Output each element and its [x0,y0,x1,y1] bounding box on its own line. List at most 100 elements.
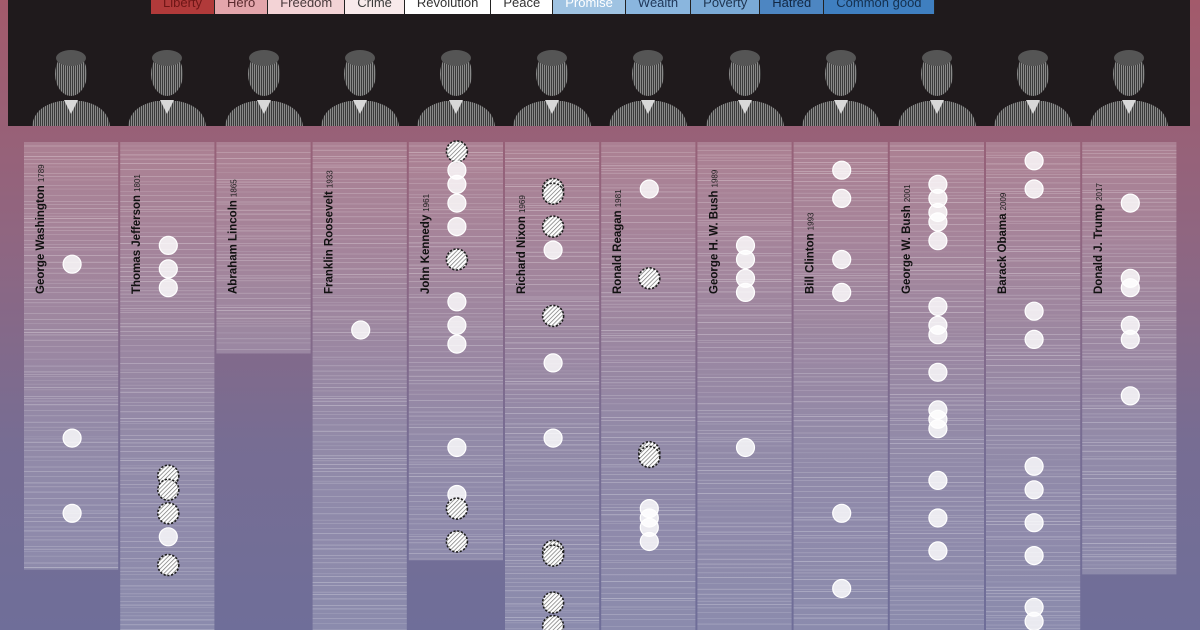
mention-dot [1024,546,1044,566]
mention-dot [157,478,180,502]
mention-dot [543,240,563,260]
mention-dot [832,578,852,599]
mention-dot [832,188,852,209]
column-background [697,142,792,630]
president-label: Richard Nixon 1969 [516,195,528,294]
president-label: Ronald Reagan 1981 [612,189,624,294]
president-name: Donald J. Trump [1093,204,1105,294]
legend-item-common-good: Common good [824,0,935,14]
mention-dot [1024,151,1044,171]
portrait-george-w-bush [896,44,978,126]
president-year: 1961 [422,193,431,211]
portrait-bill-clinton [800,44,882,126]
mention-dot [445,497,469,520]
mention-dot [1120,193,1140,213]
mention-dot [928,296,948,317]
president-label: Franklin Roosevelt 1933 [324,170,336,294]
president-name: Abraham Lincoln [227,200,239,294]
portrait-barack-obama [992,44,1074,126]
mention-dot [639,179,659,199]
mention-dot [928,362,948,382]
legend-item-peace: Peace [491,0,554,14]
column-thomas-jefferson [120,142,215,630]
mention-dot [445,140,469,163]
president-name: Barack Obama [997,213,1009,294]
mention-dot [157,553,180,577]
portrait-ronald-reagan [607,44,689,126]
portrait-john-kennedy [415,44,497,126]
portrait-george-washington [30,44,112,126]
column-background [793,142,888,630]
mention-dot [1024,611,1044,630]
president-year: 1993 [807,212,816,230]
speech-chart: George Washington 1789 Thomas Jefferson 180… [24,140,1177,630]
portrait-franklin-roosevelt [319,44,401,126]
president-year: 1969 [518,195,527,213]
president-name: Bill Clinton [805,233,817,294]
mention-dot [1120,329,1140,349]
portrait-george-h-w-bush [704,44,786,126]
mention-dot [543,428,563,448]
president-label: George Washington 1789 [35,164,47,294]
mention-dot [447,174,467,194]
president-name: George W. Bush [901,205,913,294]
column-barack-obama [986,142,1081,630]
president-name: George Washington [35,185,47,294]
legend-item-liberty: Liberty [151,0,216,14]
mention-dot [62,254,82,274]
mention-dot [158,527,178,547]
mention-dot [158,278,178,298]
mention-dot [1024,513,1044,533]
legend-item-hero: Hero [215,0,269,14]
legend-item-wealth: Wealth [625,0,692,14]
mention-dot [928,325,948,345]
mention-dot [832,282,852,302]
president-year: 2001 [903,184,912,202]
legend: Liberty Hero Freedom Crime Revolution Peace Pr… [151,0,935,14]
president-name: John Kennedy [420,214,432,294]
president-label: Donald J. Trump 2017 [1093,183,1105,294]
column-background [24,142,119,570]
mention-dot [158,259,178,279]
mention-dot [832,249,852,270]
president-label: John Kennedy 1961 [420,193,432,294]
president-year: 1801 [133,174,142,192]
mention-dot [928,231,948,251]
mention-dot [541,614,565,630]
mention-dot [1024,179,1044,199]
mention-dot [541,591,565,614]
mention-dot [735,437,756,458]
president-label: George H. W. Bush 1989 [708,169,720,294]
mention-dot [445,530,469,553]
portrait-abraham-lincoln [223,44,305,126]
legend-item-revolution: Revolution [404,0,492,14]
portrait-richard-nixon [511,44,593,126]
column-george-h-w-bush [697,142,792,630]
president-year: 1933 [326,170,335,188]
mention-dot [541,182,565,205]
president-year: 1989 [710,169,719,187]
mention-dot [1024,480,1044,500]
mention-dot [158,235,178,256]
column-donald-j-trump [1082,142,1177,575]
mention-dot [832,503,852,523]
president-label: Barack Obama 2009 [997,192,1009,294]
mention-dot [157,501,180,525]
mention-dot [541,544,565,567]
president-name: Thomas Jefferson [131,195,143,294]
mention-dot [447,292,467,312]
header-banner: Liberty Hero Freedom Crime Revolution Peace Pr… [8,0,1190,126]
legend-item-poverty: Poverty [691,0,761,14]
mention-dot [447,216,467,237]
mention-dot [928,212,948,232]
column-background [312,142,407,630]
mention-dot [447,193,467,213]
mention-dot [928,470,948,490]
mention-dot [928,541,948,561]
mention-dot [447,437,467,458]
president-year: 1981 [614,189,623,207]
portrait-thomas-jefferson [126,44,208,126]
mention-dot [445,248,469,271]
column-abraham-lincoln [216,142,311,354]
president-label: Bill Clinton 1993 [805,212,817,294]
